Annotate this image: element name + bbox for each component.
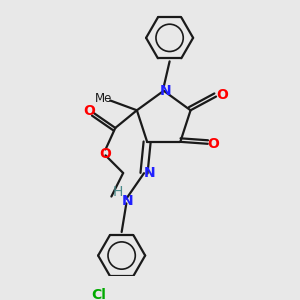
Text: N: N (121, 194, 133, 208)
Text: H: H (112, 184, 123, 199)
Text: O: O (208, 137, 220, 151)
Text: Me: Me (95, 92, 112, 105)
Text: N: N (160, 84, 171, 98)
Text: N: N (144, 166, 156, 180)
Text: O: O (100, 147, 111, 161)
Text: Cl: Cl (92, 288, 106, 300)
Text: O: O (216, 88, 228, 102)
Text: O: O (83, 104, 95, 118)
